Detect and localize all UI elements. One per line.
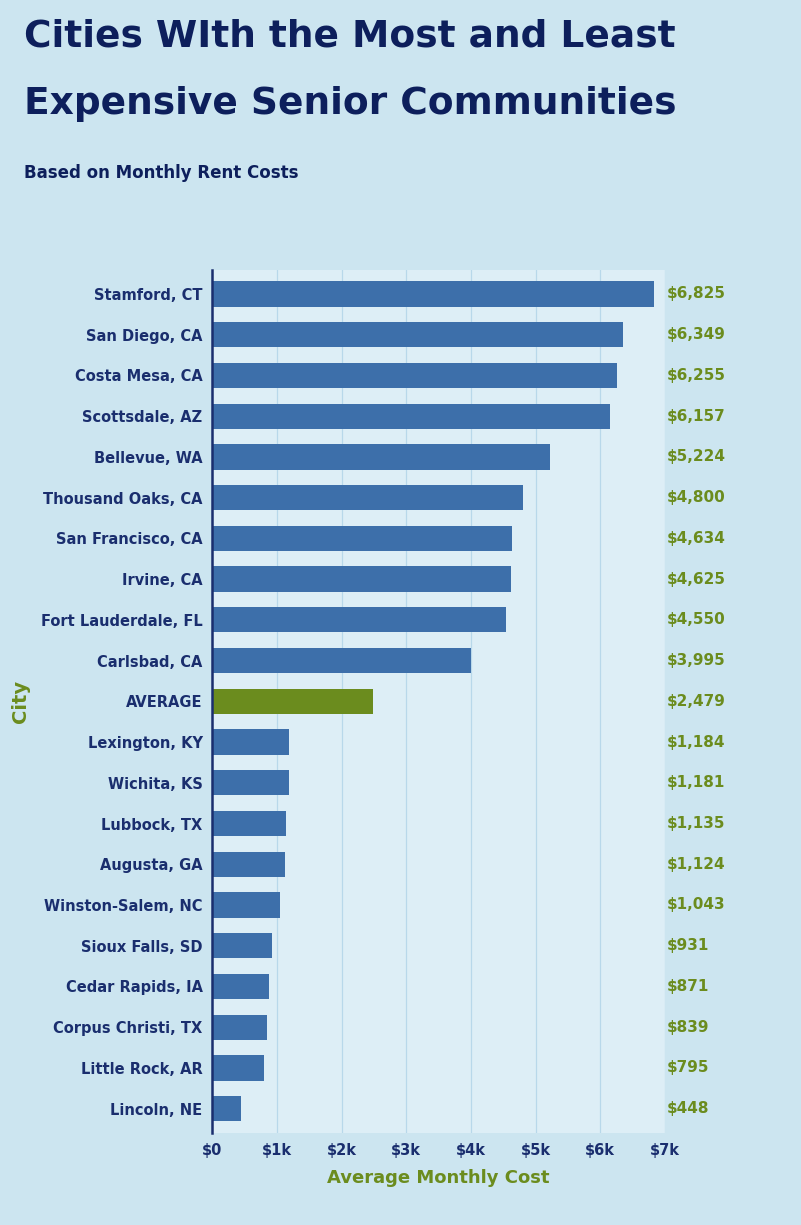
Bar [212,892,280,918]
Bar [212,566,511,592]
Bar [212,811,286,837]
Bar [212,851,285,877]
Bar [212,688,372,714]
Text: $6,255: $6,255 [667,368,726,383]
Bar [212,445,550,469]
Text: $871: $871 [667,979,710,993]
Text: $4,634: $4,634 [667,530,726,546]
Text: $4,800: $4,800 [667,490,726,505]
Text: $839: $839 [667,1019,710,1035]
Text: $6,825: $6,825 [667,287,726,301]
Text: Expensive Senior Communities: Expensive Senior Communities [24,86,677,121]
Text: $5,224: $5,224 [667,450,726,464]
Text: $2,479: $2,479 [667,693,726,709]
Text: $4,625: $4,625 [667,572,726,587]
Text: $1,135: $1,135 [667,816,726,831]
Text: $6,349: $6,349 [667,327,726,342]
Text: $4,550: $4,550 [667,612,726,627]
Y-axis label: City: City [10,680,30,723]
Text: $1,124: $1,124 [667,856,726,872]
Bar [212,403,610,429]
Text: $795: $795 [667,1061,710,1076]
Bar [212,1014,267,1040]
Text: $3,995: $3,995 [667,653,726,668]
Bar [212,363,617,388]
Bar [212,729,289,755]
X-axis label: Average Monthly Cost: Average Monthly Cost [328,1169,549,1187]
Bar [212,933,272,958]
Bar [212,322,622,348]
Bar [212,1096,241,1121]
Bar [212,974,268,1000]
Bar [212,771,288,795]
Bar [212,282,654,306]
Bar [212,608,506,632]
Text: $1,181: $1,181 [667,775,726,790]
Text: Cities WIth the Most and Least: Cities WIth the Most and Least [24,18,676,54]
Text: $931: $931 [667,938,710,953]
Text: $1,184: $1,184 [667,735,726,750]
Bar [212,648,470,674]
Text: $448: $448 [667,1101,710,1116]
Bar [212,485,522,511]
Text: $6,157: $6,157 [667,409,726,424]
Text: Based on Monthly Rent Costs: Based on Monthly Rent Costs [24,164,299,183]
Bar [212,1055,264,1080]
Text: $1,043: $1,043 [667,898,726,913]
Bar [212,526,512,551]
